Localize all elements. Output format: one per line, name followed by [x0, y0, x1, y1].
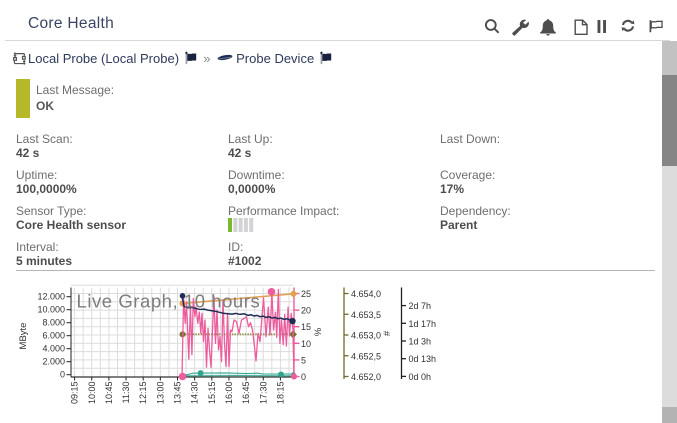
- svg-text:2.000: 2.000: [42, 357, 65, 367]
- svg-text:MByte: MByte: [18, 323, 29, 350]
- svg-text:4.653,5: 4.653,5: [351, 310, 381, 320]
- svg-text:12:15: 12:15: [138, 382, 148, 405]
- svg-text:16:45: 16:45: [241, 382, 251, 405]
- svg-text:09:15: 09:15: [70, 382, 80, 405]
- svg-text:2d 7h: 2d 7h: [409, 301, 432, 311]
- svg-text:6.000: 6.000: [42, 331, 65, 341]
- svg-text:16:00: 16:00: [224, 382, 234, 405]
- svg-text:20: 20: [301, 306, 311, 316]
- svg-text:4.652,5: 4.652,5: [351, 351, 381, 361]
- svg-text:15: 15: [301, 322, 311, 332]
- svg-text:10:00: 10:00: [87, 382, 97, 405]
- svg-text:14:30: 14:30: [190, 382, 200, 405]
- svg-text:25: 25: [301, 289, 311, 299]
- svg-text:4.654,0: 4.654,0: [351, 289, 381, 299]
- svg-text:13:45: 13:45: [173, 382, 183, 405]
- svg-text:#: #: [382, 330, 393, 336]
- svg-text:15:15: 15:15: [207, 382, 217, 405]
- svg-text:5: 5: [301, 355, 306, 365]
- svg-text:4.653,0: 4.653,0: [351, 331, 381, 341]
- svg-text:1d 3h: 1d 3h: [409, 337, 432, 347]
- svg-text:0: 0: [60, 370, 65, 380]
- svg-text:0: 0: [301, 372, 306, 382]
- svg-text:4.652,0: 4.652,0: [351, 372, 381, 382]
- svg-text:18:15: 18:15: [275, 382, 285, 405]
- svg-text:12.000: 12.000: [37, 292, 65, 302]
- svg-text:10.000: 10.000: [37, 305, 65, 315]
- svg-text:11:30: 11:30: [121, 382, 131, 404]
- svg-text:10:45: 10:45: [104, 382, 114, 405]
- svg-text:0d 0h: 0d 0h: [409, 372, 432, 382]
- svg-text:4.000: 4.000: [42, 344, 65, 354]
- svg-text:1d 17h: 1d 17h: [409, 319, 437, 329]
- svg-text:0d 13h: 0d 13h: [409, 354, 437, 364]
- svg-text:Live Graph, 10 hours: Live Graph, 10 hours: [77, 291, 261, 312]
- svg-text:13:00: 13:00: [155, 382, 165, 405]
- svg-text:%: %: [313, 327, 324, 336]
- svg-text:10: 10: [301, 339, 311, 349]
- svg-text:17:30: 17:30: [258, 382, 268, 405]
- svg-text:8.000: 8.000: [42, 318, 65, 328]
